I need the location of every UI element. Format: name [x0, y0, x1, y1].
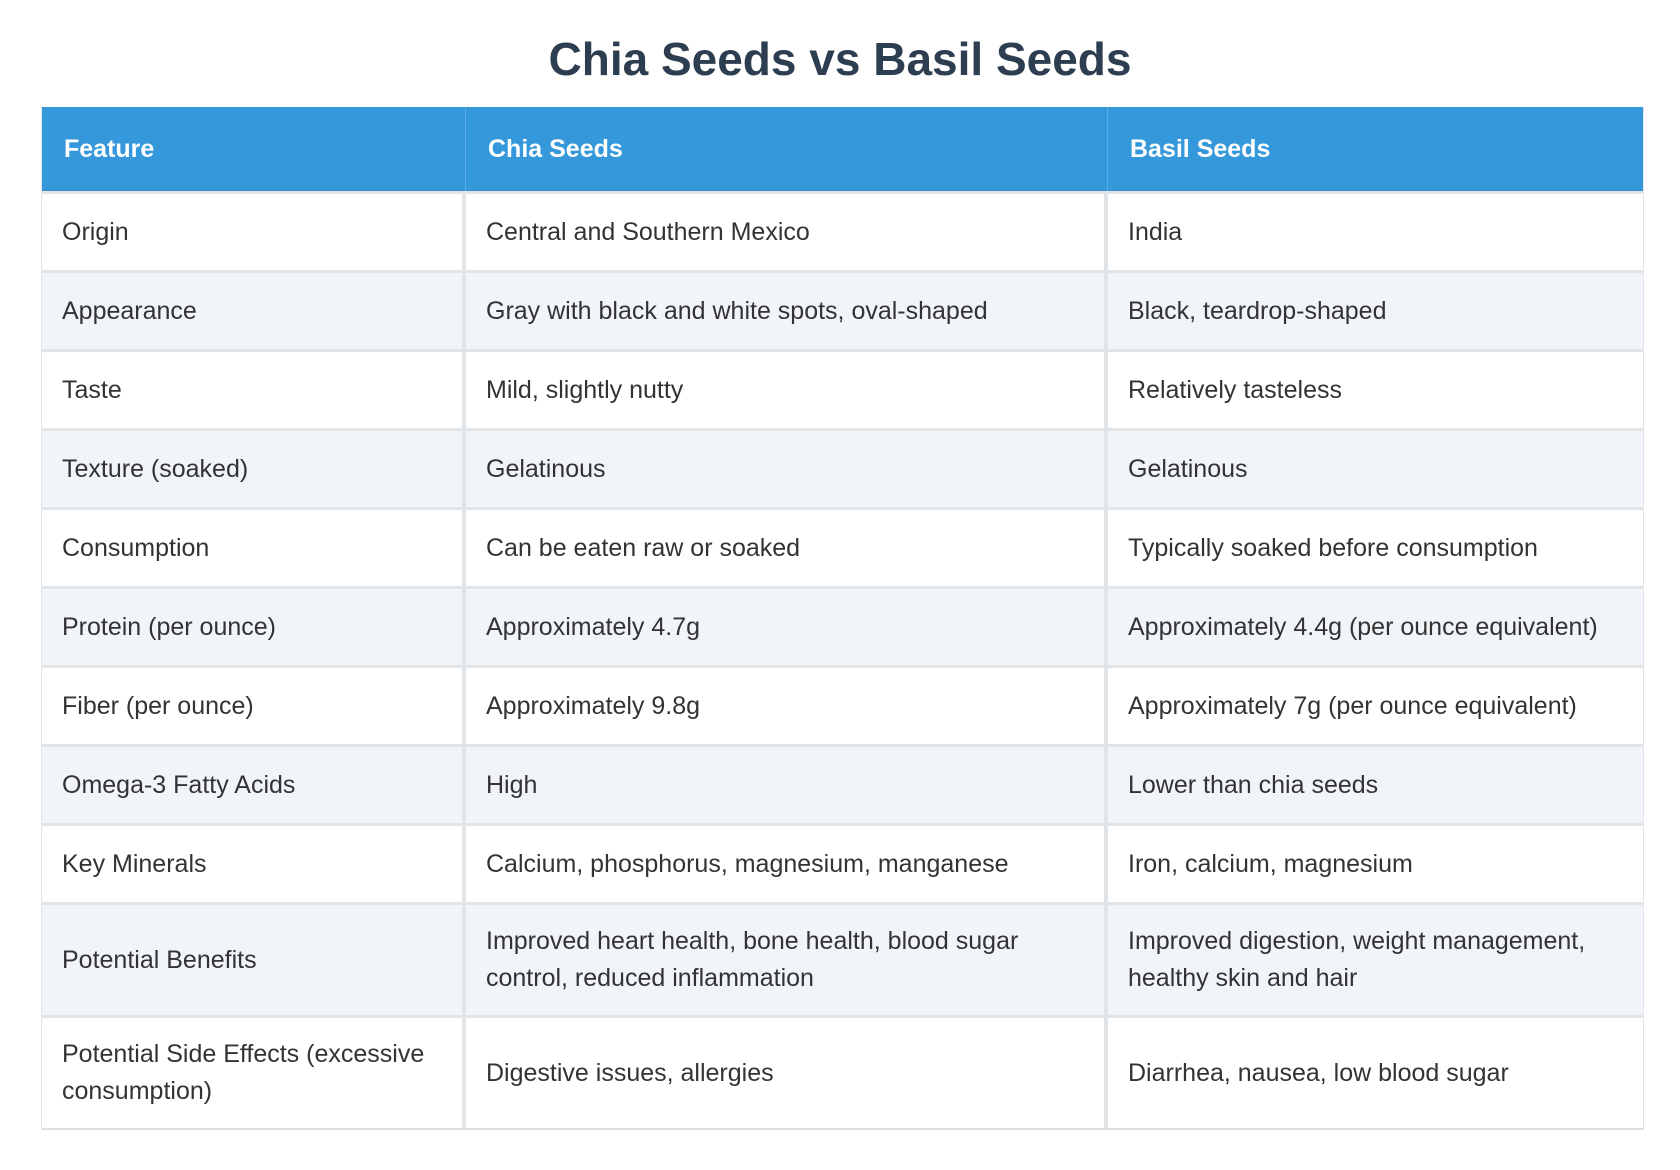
table-row: Taste Mild, slightly nutty Relatively ta… — [42, 349, 1643, 428]
basil-cell: Diarrhea, nausea, low blood sugar — [1108, 1015, 1643, 1128]
feature-cell: Taste — [42, 349, 466, 428]
table-row: Omega-3 Fatty Acids High Lower than chia… — [42, 744, 1643, 823]
table-header-row: Feature Chia Seeds Basil Seeds — [42, 107, 1643, 191]
feature-cell: Fiber (per ounce) — [42, 665, 466, 744]
table-row: Potential Side Effects (excessive consum… — [42, 1015, 1643, 1128]
basil-cell: Approximately 4.4g (per ounce equivalent… — [1108, 586, 1643, 665]
basil-cell: Approximately 7g (per ounce equivalent) — [1108, 665, 1643, 744]
basil-cell: Black, teardrop-shaped — [1108, 270, 1643, 349]
header-chia-seeds: Chia Seeds — [466, 107, 1108, 191]
feature-cell: Consumption — [42, 507, 466, 586]
feature-cell: Potential Benefits — [42, 902, 466, 1015]
feature-cell: Key Minerals — [42, 823, 466, 902]
feature-cell: Protein (per ounce) — [42, 586, 466, 665]
feature-cell: Omega-3 Fatty Acids — [42, 744, 466, 823]
chia-cell: Improved heart health, bone health, bloo… — [466, 902, 1108, 1015]
chia-cell: Digestive issues, allergies — [466, 1015, 1108, 1128]
chia-cell: Gray with black and white spots, oval-sh… — [466, 270, 1108, 349]
table-row: Key Minerals Calcium, phosphorus, magnes… — [42, 823, 1643, 902]
table-row: Protein (per ounce) Approximately 4.7g A… — [42, 586, 1643, 665]
basil-cell: Lower than chia seeds — [1108, 744, 1643, 823]
table-row: Fiber (per ounce) Approximately 9.8g App… — [42, 665, 1643, 744]
chia-cell: Approximately 4.7g — [466, 586, 1108, 665]
header-basil-seeds: Basil Seeds — [1108, 107, 1643, 191]
feature-cell: Texture (soaked) — [42, 428, 466, 507]
basil-cell: Gelatinous — [1108, 428, 1643, 507]
basil-cell: Improved digestion, weight management, h… — [1108, 902, 1643, 1015]
feature-cell: Potential Side Effects (excessive consum… — [42, 1015, 466, 1128]
chia-cell: Central and Southern Mexico — [466, 191, 1108, 270]
comparison-table: Feature Chia Seeds Basil Seeds Origin Ce… — [41, 107, 1644, 1130]
chia-cell: Can be eaten raw or soaked — [466, 507, 1108, 586]
basil-cell: Relatively tasteless — [1108, 349, 1643, 428]
basil-cell: Typically soaked before consumption — [1108, 507, 1643, 586]
table-row: Potential Benefits Improved heart health… — [42, 902, 1643, 1015]
chia-cell: Mild, slightly nutty — [466, 349, 1108, 428]
chia-cell: Approximately 9.8g — [466, 665, 1108, 744]
table-row: Appearance Gray with black and white spo… — [42, 270, 1643, 349]
basil-cell: India — [1108, 191, 1643, 270]
table-row: Consumption Can be eaten raw or soaked T… — [42, 507, 1643, 586]
basil-cell: Iron, calcium, magnesium — [1108, 823, 1643, 902]
feature-cell: Appearance — [42, 270, 466, 349]
chia-cell: Calcium, phosphorus, magnesium, manganes… — [466, 823, 1108, 902]
chia-cell: Gelatinous — [466, 428, 1108, 507]
table-row: Origin Central and Southern Mexico India — [42, 191, 1643, 270]
chia-cell: High — [466, 744, 1108, 823]
table-row: Texture (soaked) Gelatinous Gelatinous — [42, 428, 1643, 507]
comparison-table-container: Feature Chia Seeds Basil Seeds Origin Ce… — [41, 107, 1644, 1130]
page-title: Chia Seeds vs Basil Seeds — [548, 33, 1132, 85]
header-feature: Feature — [42, 107, 466, 191]
feature-cell: Origin — [42, 191, 466, 270]
